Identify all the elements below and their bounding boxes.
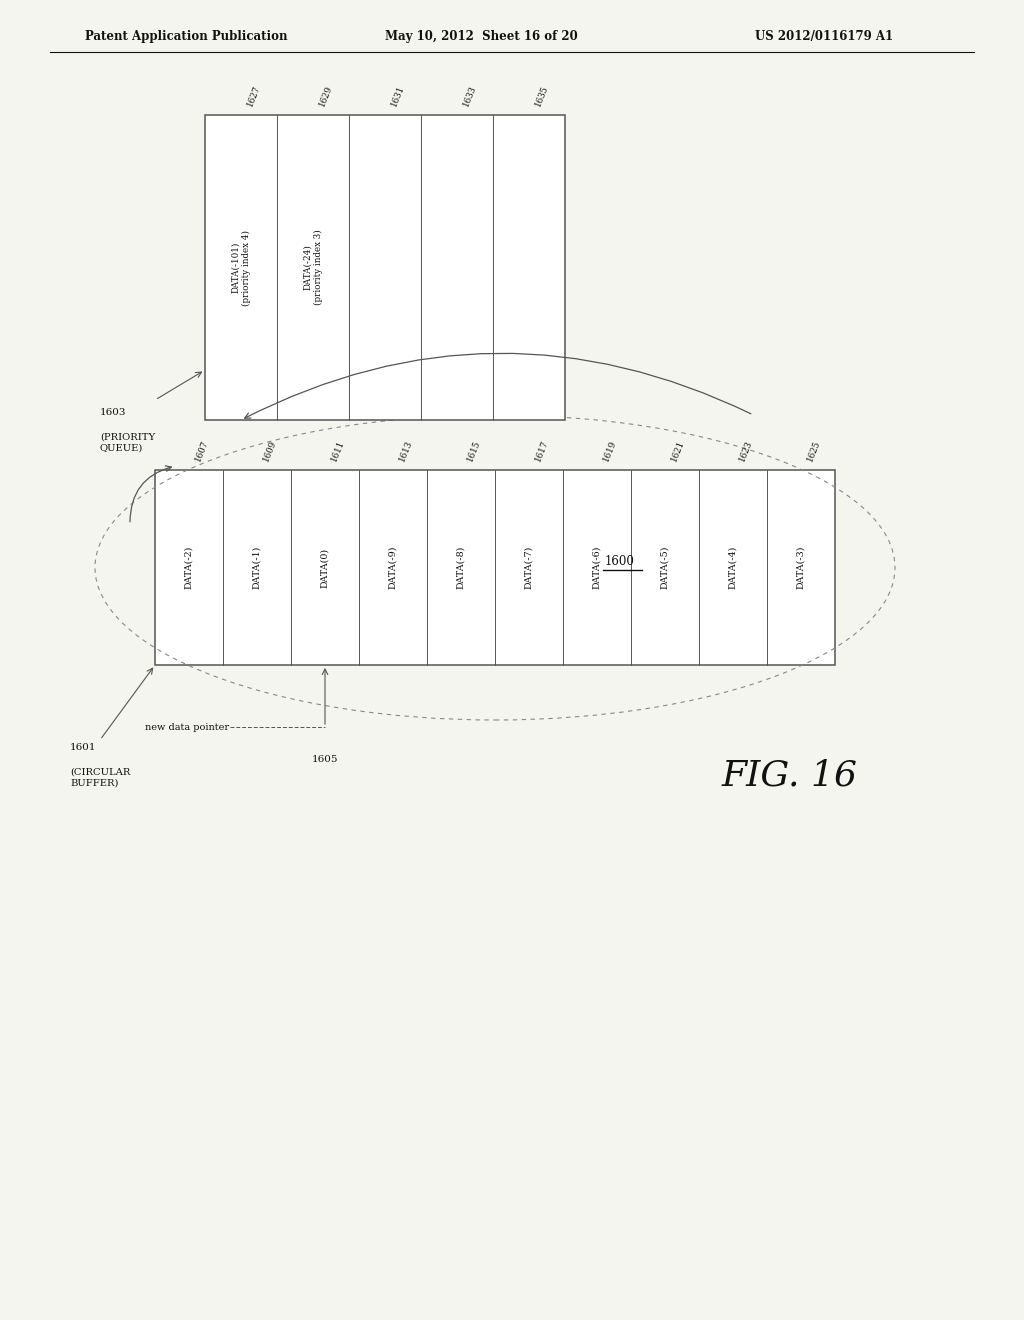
Text: Patent Application Publication: Patent Application Publication	[85, 30, 288, 44]
Text: DATA(-4): DATA(-4)	[728, 545, 737, 589]
Text: May 10, 2012  Sheet 16 of 20: May 10, 2012 Sheet 16 of 20	[385, 30, 578, 44]
Text: 1609: 1609	[261, 440, 278, 463]
Text: 1613: 1613	[397, 440, 414, 463]
Text: 1633: 1633	[461, 84, 477, 108]
Text: 1621: 1621	[669, 440, 686, 463]
Text: 1600: 1600	[605, 554, 635, 568]
Text: (PRIORITY
QUEUE): (PRIORITY QUEUE)	[100, 433, 156, 453]
Text: FIG. 16: FIG. 16	[722, 758, 858, 792]
FancyArrowPatch shape	[245, 354, 751, 418]
Text: 1629: 1629	[317, 84, 334, 108]
Text: 1635: 1635	[534, 84, 550, 108]
Text: DATA(-101)
(priority index 4): DATA(-101) (priority index 4)	[230, 230, 251, 305]
Text: DATA(-3): DATA(-3)	[797, 545, 806, 589]
Text: new data pointer: new data pointer	[145, 722, 229, 731]
Text: 1607: 1607	[193, 440, 210, 463]
Text: DATA(-9): DATA(-9)	[388, 545, 397, 589]
Text: 1631: 1631	[389, 84, 406, 108]
Text: 1601: 1601	[70, 743, 96, 752]
Text: US 2012/0116179 A1: US 2012/0116179 A1	[755, 30, 893, 44]
Text: (CIRCULAR
BUFFER): (CIRCULAR BUFFER)	[70, 768, 130, 788]
Text: 1625: 1625	[805, 440, 821, 463]
Text: DATA(0): DATA(0)	[321, 548, 330, 587]
Text: DATA(-7): DATA(-7)	[524, 545, 534, 589]
Text: DATA(-8): DATA(-8)	[457, 545, 466, 589]
Text: 1623: 1623	[737, 440, 754, 463]
Text: 1617: 1617	[534, 440, 550, 463]
Text: 1619: 1619	[601, 440, 617, 463]
Text: DATA(-24)
(priority index 3): DATA(-24) (priority index 3)	[303, 230, 324, 305]
Text: DATA(-1): DATA(-1)	[253, 545, 261, 589]
Text: DATA(-2): DATA(-2)	[184, 545, 194, 589]
Bar	[155, 470, 835, 665]
Text: 1615: 1615	[465, 440, 481, 463]
Text: DATA(-6): DATA(-6)	[593, 545, 601, 589]
Text: 1605: 1605	[311, 755, 338, 764]
Text: 1603: 1603	[100, 408, 127, 417]
Text: 1627: 1627	[245, 84, 262, 108]
Bar	[205, 115, 565, 420]
FancyArrowPatch shape	[130, 466, 171, 521]
Text: DATA(-5): DATA(-5)	[660, 545, 670, 589]
Text: 1611: 1611	[329, 438, 346, 463]
